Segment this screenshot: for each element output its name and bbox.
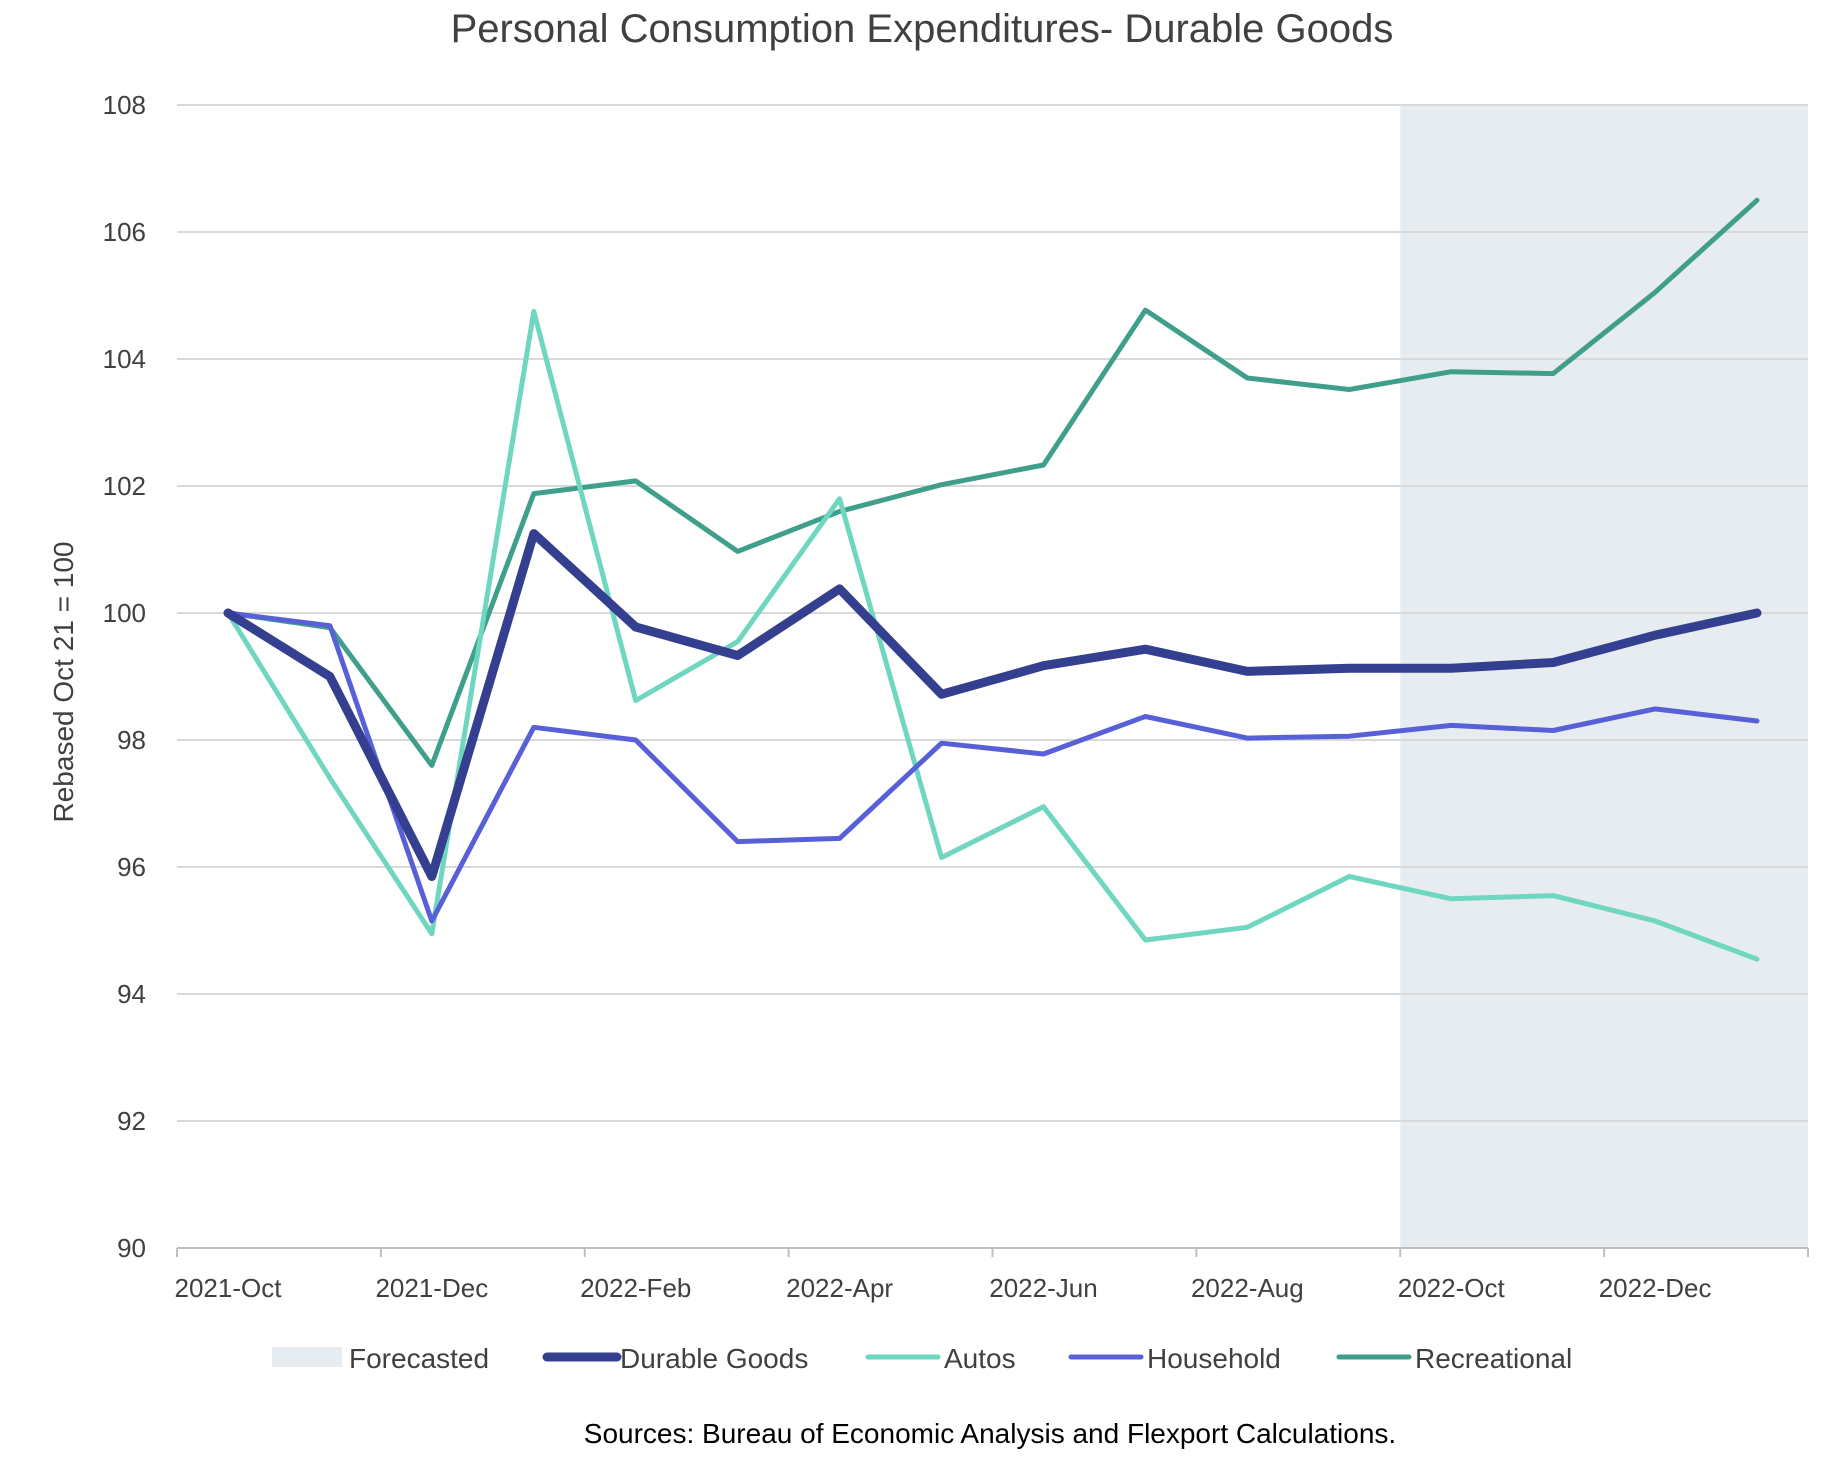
y-axis-title: Rebased Oct 21 = 100 [48,542,79,823]
y-tick-label-102: 102 [103,471,146,501]
y-tick-label-92: 92 [117,1106,146,1136]
y-tick-label-104: 104 [103,344,146,374]
y-tick-label-108: 108 [103,90,146,120]
chart-title: Personal Consumption Expenditures- Durab… [451,7,1394,51]
series-line-durable-goods [223,529,1762,881]
y-tick-label-106: 106 [103,217,146,247]
x-axis [176,1247,1809,1257]
series-line-autos [225,308,1760,962]
y-tick-label-96: 96 [117,852,146,882]
x-tick-label-2022-feb: 2022-Feb [580,1273,691,1303]
x-tick-label-2021-oct: 2021-Oct [174,1273,282,1303]
legend-label-autos: Autos [944,1343,1016,1374]
y-tick-label-90: 90 [117,1233,146,1263]
legend-label-recreational: Recreational [1415,1343,1572,1374]
legend-label-forecasted: Forecasted [349,1343,489,1374]
x-tick-label-2022-apr: 2022-Apr [786,1273,893,1303]
series-lines [223,197,1762,962]
y-tick-label-100: 100 [103,598,146,628]
forecast-region [1400,105,1808,1248]
legend-label-durable-goods: Durable Goods [620,1343,808,1374]
x-tick-label-2021-dec: 2021-Dec [375,1273,488,1303]
x-tick-label-2022-oct: 2022-Oct [1398,1273,1506,1303]
source-note: Sources: Bureau of Economic Analysis and… [584,1418,1396,1449]
x-tick-label-2022-jun: 2022-Jun [989,1273,1097,1303]
x-tick-label-2022-dec: 2022-Dec [1599,1273,1712,1303]
series-line-household [225,610,1760,924]
legend-swatch-forecasted [272,1347,342,1367]
y-tick-label-98: 98 [117,725,146,755]
x-axis-ticks: 2021-Oct 2021-Dec 2022-Feb 2022-Apr 2022-Jun… [174,1273,1711,1303]
y-axis-ticks: 90 92 94 96 98 100 102 104 106 108 [103,90,146,1263]
legend: Forecasted Durable Goods Autos Household… [272,1343,1572,1374]
gridlines [177,104,1808,1122]
x-tick-label-2022-aug: 2022-Aug [1191,1273,1304,1303]
y-tick-label-94: 94 [117,979,146,1009]
legend-label-household: Household [1147,1343,1281,1374]
